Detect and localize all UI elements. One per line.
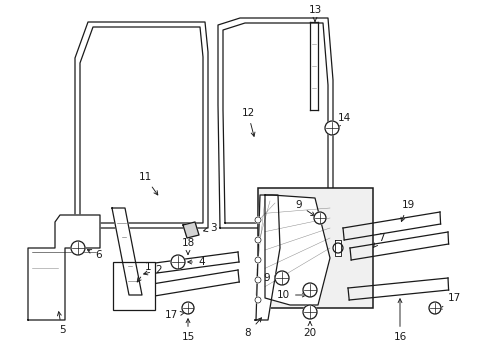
Circle shape bbox=[171, 255, 184, 269]
Text: 12: 12 bbox=[241, 108, 254, 136]
Text: 7: 7 bbox=[373, 233, 384, 248]
Text: 14: 14 bbox=[335, 113, 350, 128]
Circle shape bbox=[303, 283, 316, 297]
Circle shape bbox=[428, 302, 440, 314]
Text: 20: 20 bbox=[303, 322, 316, 338]
Polygon shape bbox=[28, 215, 100, 320]
Text: 17: 17 bbox=[164, 310, 184, 320]
Text: 16: 16 bbox=[392, 299, 406, 342]
Circle shape bbox=[254, 217, 261, 223]
Text: 2: 2 bbox=[143, 265, 162, 275]
Text: 1: 1 bbox=[137, 262, 151, 282]
Text: 11: 11 bbox=[138, 172, 158, 195]
Polygon shape bbox=[254, 195, 280, 320]
Circle shape bbox=[254, 237, 261, 243]
Text: 6: 6 bbox=[87, 249, 102, 260]
Polygon shape bbox=[112, 208, 142, 295]
Text: 17: 17 bbox=[437, 293, 460, 310]
Circle shape bbox=[313, 212, 325, 224]
Circle shape bbox=[71, 241, 85, 255]
Text: 9: 9 bbox=[295, 200, 314, 216]
Circle shape bbox=[254, 277, 261, 283]
Circle shape bbox=[325, 121, 338, 135]
Circle shape bbox=[254, 257, 261, 263]
Bar bbox=[113, 262, 155, 310]
Circle shape bbox=[303, 305, 316, 319]
Text: 10: 10 bbox=[276, 290, 305, 300]
Text: 9: 9 bbox=[263, 273, 278, 283]
Circle shape bbox=[182, 302, 194, 314]
Polygon shape bbox=[264, 195, 329, 305]
Polygon shape bbox=[183, 222, 199, 238]
Circle shape bbox=[274, 271, 288, 285]
Circle shape bbox=[254, 297, 261, 303]
Text: 15: 15 bbox=[181, 319, 194, 342]
Text: 4: 4 bbox=[187, 257, 204, 267]
Text: 5: 5 bbox=[58, 312, 65, 335]
Text: 8: 8 bbox=[244, 318, 261, 338]
Text: 13: 13 bbox=[308, 5, 321, 21]
Polygon shape bbox=[334, 240, 340, 256]
Text: 3: 3 bbox=[203, 223, 216, 233]
Bar bbox=[258, 188, 372, 308]
Circle shape bbox=[332, 243, 342, 253]
Text: 19: 19 bbox=[400, 200, 414, 221]
Text: 18: 18 bbox=[181, 238, 194, 254]
